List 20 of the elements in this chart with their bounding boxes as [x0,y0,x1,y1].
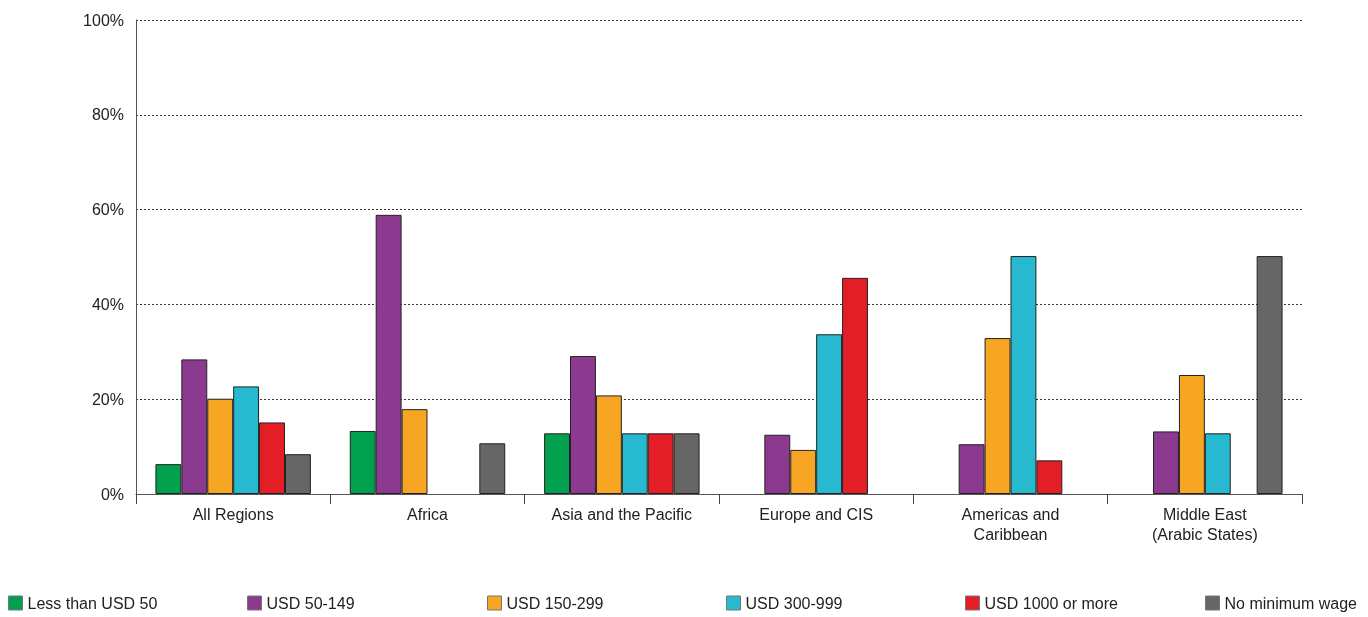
y-tick-label: 60% [91,201,124,219]
y-tick-label: 100% [83,11,124,29]
bar [479,443,506,494]
y-tick-label: 0% [100,485,124,503]
y-tick-label: 20% [91,390,124,408]
x-tick-label: Americas and Caribbean [961,505,1060,543]
legend-label: USD 300-999 [745,594,843,612]
bar [1256,256,1283,494]
legend-label: USD 150-299 [506,594,604,612]
x-tick-label: Africa [407,505,449,523]
y-tick-label: 40% [91,295,124,313]
x-tick-label: Middle East (Arabic States) [1151,505,1258,543]
x-tick-label: Asia and the Pacific [551,505,693,523]
legend-label: USD 1000 or more [984,594,1118,612]
legend-label: Less than USD 50 [27,594,158,612]
legend-label: USD 50-149 [266,594,355,612]
x-tick-label: All Regions [192,505,274,523]
legend-label: No minimum wage [1224,594,1358,612]
x-tick-label: Europe and CIS [759,505,874,523]
y-tick-label: 80% [91,106,124,124]
